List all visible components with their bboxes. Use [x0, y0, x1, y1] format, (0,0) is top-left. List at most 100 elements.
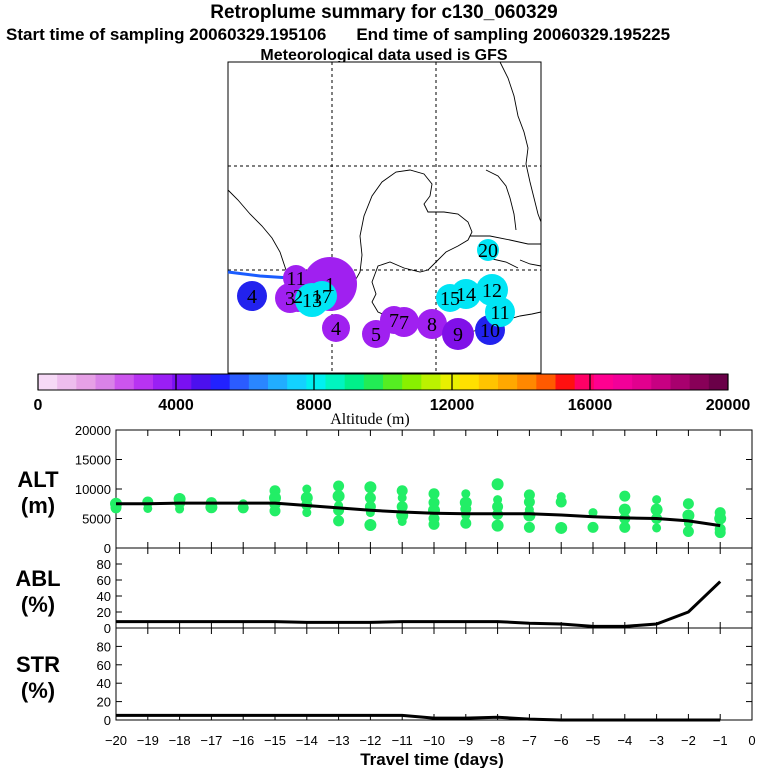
- alt-scatter-point: [714, 527, 726, 539]
- x-tick-label: −18: [169, 733, 191, 748]
- map-point-marker: [322, 314, 350, 342]
- x-tick-label: −1: [713, 733, 728, 748]
- alt-scatter-point: [619, 490, 631, 502]
- map-point-marker: [307, 281, 337, 311]
- map-point-label: 17: [312, 286, 332, 308]
- alt-scatter-point: [555, 521, 568, 534]
- chart-title: Retroplume summary for c130_060329: [210, 2, 558, 23]
- x-tick-label: −9: [458, 733, 473, 748]
- met-data-note: Meteorological data used is GFS: [260, 47, 508, 64]
- alt-scatter-point: [618, 503, 631, 516]
- x-tick-label: −3: [649, 733, 664, 748]
- alt-scatter-point: [555, 496, 567, 508]
- map-point-marker: [436, 284, 464, 312]
- alt-scatter-point: [143, 503, 153, 513]
- alt-scatter-point: [397, 493, 407, 503]
- alt-scatter-point: [588, 508, 598, 518]
- start-time: Start time of sampling 20060329.195106: [6, 25, 327, 44]
- alt-scatter-point: [364, 481, 377, 494]
- x-tick-label: −12: [359, 733, 381, 748]
- map-point-label: 8: [427, 314, 437, 336]
- panel-ylabel: ABL: [15, 566, 60, 591]
- map-point-label: 20: [478, 240, 498, 262]
- map-point-label: 10: [480, 320, 500, 342]
- alt-scatter-point: [460, 517, 472, 529]
- alt-scatter-point: [619, 521, 631, 533]
- alt-scatter-point: [175, 504, 185, 514]
- x-tick-label: −8: [490, 733, 505, 748]
- alt-scatter-point: [461, 489, 471, 499]
- y-tick-label: 15000: [75, 453, 111, 468]
- map-point-label: 3: [285, 288, 295, 310]
- str-line: [116, 713, 721, 722]
- y-tick-label: 60: [97, 573, 111, 588]
- end-time: End time of sampling 20060329.195225: [356, 25, 671, 44]
- panel-frame: [115, 627, 753, 721]
- map-point-label: 13: [302, 290, 322, 312]
- y-tick-label: 0: [104, 713, 111, 728]
- alt-scatter-point: [460, 503, 472, 515]
- alt-scatter-point: [523, 521, 535, 533]
- alt-scatter-point: [523, 509, 536, 522]
- x-tick-label: −20: [105, 733, 127, 748]
- x-tick-label: −6: [554, 733, 569, 748]
- alt-mean-line: [116, 501, 721, 528]
- map-point-label: 4: [331, 318, 341, 340]
- y-tick-label: 5000: [82, 512, 111, 527]
- x-tick-label: −11: [392, 733, 413, 748]
- y-tick-label: 20: [97, 695, 111, 710]
- x-tick-label: −16: [232, 733, 254, 748]
- y-tick-label: 0: [104, 621, 111, 636]
- alt-scatter-point: [237, 502, 249, 514]
- alt-scatter-point: [428, 518, 440, 530]
- map-point-marker: [389, 307, 419, 337]
- panel-alt: 0 5000 10000 15000 20000 ALT(m): [17, 423, 753, 556]
- map-point-label: 9: [453, 324, 463, 346]
- y-tick-label: 0: [104, 541, 111, 556]
- alt-scatter-point: [491, 478, 504, 491]
- alt-scatter-point: [397, 516, 407, 526]
- panel-frame: [115, 547, 753, 629]
- map-point-marker: [417, 309, 447, 339]
- abl-line: [116, 580, 722, 628]
- map-point-marker: [442, 318, 474, 350]
- alt-scatter-point: [333, 480, 345, 492]
- sampling-times: Start time of sampling 20060329.195106 En…: [6, 25, 670, 45]
- map-point-marker: [283, 265, 309, 291]
- x-tick-label: −13: [328, 733, 350, 748]
- map-point-label: 7: [399, 312, 409, 334]
- panel-ylabel: (%): [21, 678, 55, 703]
- y-tick-label: 40: [97, 589, 111, 604]
- panel-ylabel: STR: [16, 652, 60, 677]
- alt-scatter-point: [523, 496, 535, 508]
- x-tick-label: −19: [137, 733, 159, 748]
- map-point-label: 12: [482, 280, 502, 302]
- alt-scatter-point: [491, 519, 504, 532]
- y-tick-label: 20: [97, 605, 111, 620]
- alt-scatter-point: [302, 508, 312, 518]
- panel-ylabel: (m): [21, 493, 55, 518]
- map-point-label: 11: [490, 302, 509, 324]
- y-tick-label: 80: [97, 639, 111, 654]
- alt-scatter-point: [428, 488, 440, 500]
- map-point-label: 15: [440, 288, 460, 310]
- map-point-marker: [477, 239, 499, 261]
- x-tick-label: −14: [296, 733, 318, 748]
- y-tick-label: 10000: [75, 482, 111, 497]
- x-tick-label: −17: [200, 733, 222, 748]
- x-axis-label: Travel time (days): [360, 750, 504, 768]
- alt-scatter-point: [269, 505, 281, 517]
- map-point-label: 1: [325, 274, 335, 296]
- alt-scatter-point: [333, 515, 345, 527]
- map-point-marker: [237, 281, 267, 311]
- alt-scatter-point: [652, 523, 662, 533]
- alt-scatter-point: [682, 525, 694, 537]
- alt-scatter-point: [587, 521, 599, 533]
- alt-scatter-point: [364, 518, 377, 531]
- x-tick-label: −4: [617, 733, 632, 748]
- alt-scatter-point: [492, 501, 504, 513]
- panel-ylabel: ALT: [17, 467, 59, 492]
